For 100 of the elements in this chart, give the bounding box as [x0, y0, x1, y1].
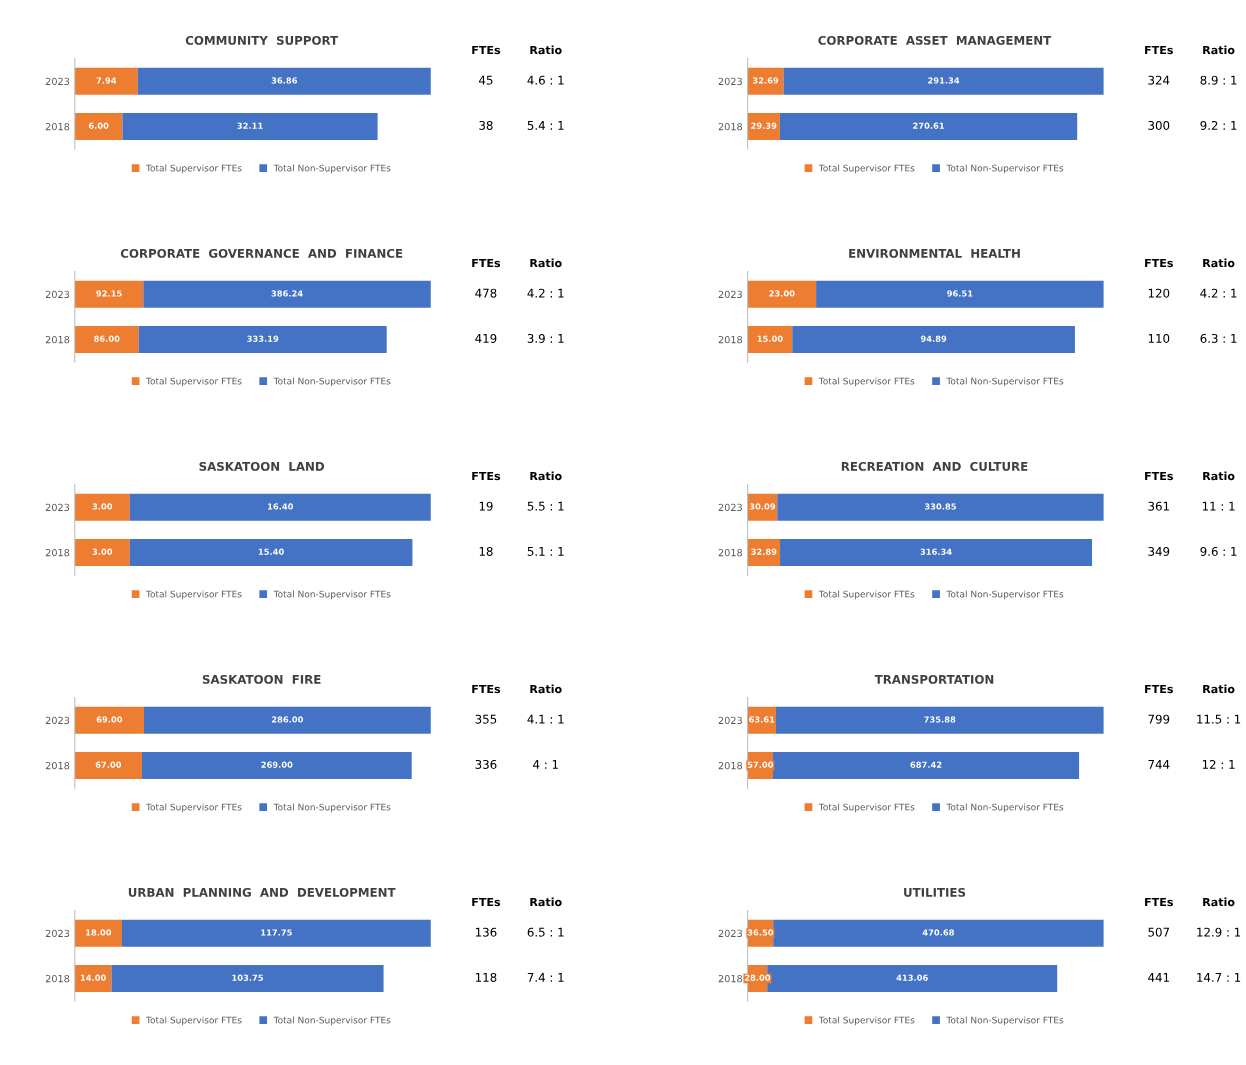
y-tick-label: 2018 [718, 974, 743, 983]
text: 5.5 : 1 [527, 501, 564, 511]
bar [772, 751, 1080, 780]
data-label: 15.00 [757, 335, 783, 342]
text: 336 [475, 759, 497, 769]
text: 300 [1148, 120, 1170, 130]
legend-label: Total Supervisor FTEs [145, 1016, 242, 1026]
data-label: 103.75 [232, 974, 264, 981]
y-tick-label: 2018 [45, 761, 70, 770]
y-tick-label: 2023 [45, 290, 70, 299]
y-tick-label: 2018 [718, 761, 743, 770]
data-label: 470.68 [922, 929, 954, 936]
data-label: 15.40 [258, 548, 284, 555]
data-label: 32.89 [751, 548, 777, 555]
bar [143, 706, 431, 734]
data-label: 18.00 [86, 929, 112, 936]
data-label: 7.94 [96, 77, 117, 84]
text: 9.6 : 1 [1200, 546, 1237, 556]
legend-label: Total Supervisor FTEs [818, 803, 915, 813]
text: 419 [475, 333, 497, 343]
bar [816, 280, 1104, 308]
data-label: 28.00 [744, 974, 771, 981]
data-label: 36.50 [747, 929, 774, 936]
data-label: 117.75 [261, 929, 292, 936]
data-label: 735.88 [924, 716, 956, 723]
data-label: 16.40 [268, 503, 294, 510]
text: 4.2 : 1 [1200, 288, 1237, 298]
legend-label: Total Non-Supervisor FTEs [273, 590, 391, 600]
chart-title: ENVIRONMENTAL HEALTH [849, 248, 1020, 258]
data-label: 291.34 [928, 77, 960, 84]
text: Ratio [1203, 684, 1235, 694]
text: 507 [1148, 927, 1170, 937]
data-label: 6.00 [88, 122, 109, 129]
data-label: 32.69 [752, 77, 779, 84]
text: Ratio [530, 258, 562, 268]
legend-label: Total Supervisor FTEs [818, 1016, 915, 1026]
text: 6.3 : 1 [1200, 333, 1237, 343]
bar [143, 280, 431, 308]
y-tick-label: 2023 [45, 716, 70, 725]
text: 11 : 1 [1202, 501, 1235, 511]
text: 38 [479, 120, 493, 130]
legend-label: Total Supervisor FTEs [818, 590, 915, 600]
chart-title: URBAN PLANNING AND DEVELOPMENT [128, 887, 396, 897]
text: 136 [475, 927, 497, 937]
text: 355 [475, 714, 497, 724]
y-tick-label: 2023 [718, 716, 742, 725]
bar [777, 493, 1104, 521]
text: 7.4 : 1 [527, 973, 564, 982]
text: 118 [475, 972, 497, 982]
bar [121, 919, 431, 947]
text: 361 [1148, 501, 1169, 511]
y-tick-label: 2018 [718, 122, 743, 131]
bar [779, 112, 1078, 141]
text: 5.4 : 1 [527, 121, 564, 130]
text: 19 [479, 501, 493, 511]
text: FTEs [1145, 471, 1173, 481]
data-label: 69.00 [96, 716, 123, 723]
text: 3.9 : 1 [527, 333, 564, 343]
bar [773, 919, 1104, 947]
text: 45 [479, 75, 493, 85]
bar [137, 67, 431, 95]
chart-title: SASKATOON LAND [199, 461, 325, 471]
y-tick-label: 2023 [45, 77, 70, 86]
chart-title: CORPORATE ASSET MANAGEMENT [818, 35, 1052, 45]
y-tick-label: 2023 [718, 929, 742, 938]
text: FTEs [1145, 897, 1173, 907]
bar [780, 538, 1093, 567]
chart-title: SASKATOON FIRE [202, 674, 321, 684]
text: 799 [1148, 714, 1170, 724]
text: Ratio [530, 897, 562, 907]
legend-label: Total Supervisor FTEs [818, 377, 915, 387]
data-label: 3.00 [92, 548, 113, 555]
bar [783, 67, 1104, 95]
chart-title: COMMUNITY SUPPORT [185, 35, 339, 45]
y-tick-label: 2018 [45, 335, 70, 344]
data-label: 86.00 [94, 335, 120, 342]
text: 6.5 : 1 [527, 927, 564, 937]
text: FTEs [472, 45, 501, 55]
data-label: 92.15 [96, 290, 122, 297]
data-label: 96.51 [947, 290, 973, 297]
legend-label: Total Non-Supervisor FTEs [946, 803, 1064, 813]
text: 8.9 : 1 [1200, 75, 1237, 85]
legend-label: Total Supervisor FTEs [145, 377, 242, 387]
text: 441 [1148, 973, 1169, 982]
text: 4.6 : 1 [527, 75, 564, 85]
legend-label: Total Non-Supervisor FTEs [273, 377, 391, 387]
text: 4.2 : 1 [527, 288, 564, 298]
data-label: 57.00 [747, 761, 774, 768]
legend-label: Total Non-Supervisor FTEs [273, 803, 391, 813]
text: Ratio [530, 471, 562, 481]
text: FTEs [1145, 45, 1173, 55]
data-label: 30.09 [749, 503, 776, 510]
legend-label: Total Non-Supervisor FTEs [273, 164, 391, 174]
y-tick-label: 2018 [45, 122, 70, 131]
legend-label: Total Supervisor FTEs [818, 164, 915, 174]
data-label: 333.19 [247, 335, 279, 342]
data-label: 94.89 [920, 335, 947, 342]
data-label: 316.34 [920, 548, 952, 555]
y-tick-label: 2018 [45, 974, 70, 983]
y-tick-label: 2018 [45, 548, 70, 557]
